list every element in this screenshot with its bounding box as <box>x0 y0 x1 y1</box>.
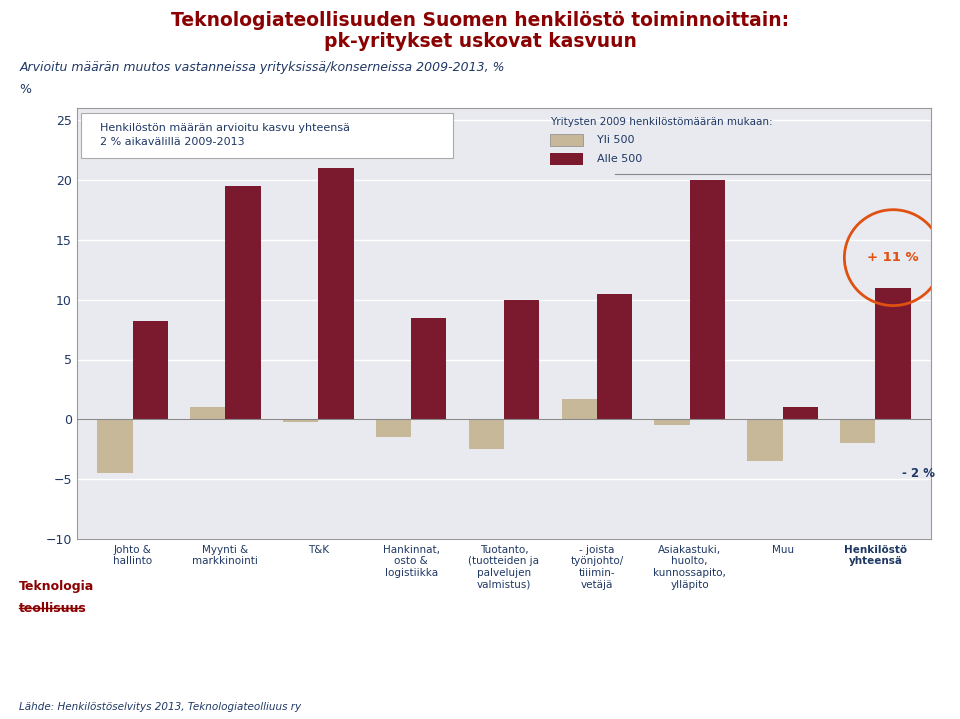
Text: Teknologiateollisuuden Suomen henkilöstö toiminnoittain:: Teknologiateollisuuden Suomen henkilöstö… <box>171 11 789 29</box>
Text: Yli 500: Yli 500 <box>597 135 635 145</box>
Bar <box>319 168 353 419</box>
Bar <box>376 419 411 437</box>
Bar <box>562 399 597 419</box>
Bar <box>689 180 725 419</box>
Text: Lähde: Henkilöstöselvitys 2013, Teknologiateolliuus ry: Lähde: Henkilöstöselvitys 2013, Teknolog… <box>19 702 301 712</box>
Text: %: % <box>19 83 31 96</box>
Bar <box>876 288 911 419</box>
FancyBboxPatch shape <box>82 113 453 158</box>
Text: Henkilöstön määrän arvioitu kasvu yhteensä
2 % aikavälillä 2009-2013: Henkilöstön määrän arvioitu kasvu yhteen… <box>100 124 350 147</box>
Bar <box>597 293 633 419</box>
Bar <box>550 153 583 165</box>
Text: pk-yritykset uskovat kasvuun: pk-yritykset uskovat kasvuun <box>324 32 636 51</box>
Bar <box>782 408 818 419</box>
Bar <box>132 321 168 419</box>
Bar <box>468 419 504 449</box>
Bar <box>97 419 132 473</box>
Text: Alle 500: Alle 500 <box>597 155 642 165</box>
Bar <box>747 419 782 462</box>
Bar <box>840 419 876 444</box>
Bar <box>226 186 261 419</box>
Bar <box>504 300 540 419</box>
Text: Teknologia: Teknologia <box>19 580 94 593</box>
Bar <box>190 408 226 419</box>
Text: + 11 %: + 11 % <box>867 251 919 264</box>
Text: - 2 %: - 2 % <box>902 467 935 480</box>
Bar <box>283 419 319 422</box>
Bar <box>550 134 583 146</box>
Text: Yritysten 2009 henkilöstömäärän mukaan:: Yritysten 2009 henkilöstömäärän mukaan: <box>550 117 773 127</box>
Bar <box>655 419 689 426</box>
Bar <box>411 318 446 419</box>
Text: teollisuus: teollisuus <box>19 602 87 615</box>
Text: Arvioitu määrän muutos vastanneissa yrityksissä/konserneissa 2009-2013, %: Arvioitu määrän muutos vastanneissa yrit… <box>19 61 505 74</box>
